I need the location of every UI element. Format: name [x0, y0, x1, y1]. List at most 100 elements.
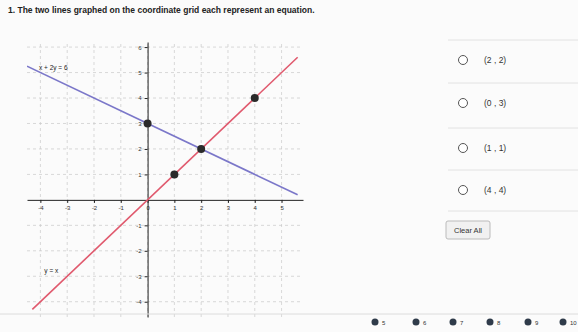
tick-label: 2 — [138, 146, 142, 152]
tick-label: 1 — [173, 205, 177, 211]
grid-line — [27, 47, 303, 48]
tick-mark — [94, 200, 95, 203]
tick-mark — [174, 200, 175, 203]
y-axis: -4 -3 -2 -1 1 2 3 4 5 6 — [136, 43, 148, 318]
tick-mark — [145, 276, 148, 277]
grid-line — [27, 301, 303, 302]
tick-label: -1 — [119, 205, 125, 211]
tick-label: 5 — [280, 205, 284, 211]
separator — [448, 40, 578, 41]
option-label[interactable]: (4 , 4) — [484, 185, 506, 195]
tick-mark — [145, 149, 148, 150]
line-label: x + 2y = 6 — [39, 64, 68, 72]
radio-button[interactable] — [459, 186, 468, 195]
line-label: y = x — [44, 267, 59, 275]
tick-label: 1 — [138, 172, 142, 178]
separator — [448, 211, 578, 212]
tick: -3 — [65, 200, 71, 211]
grid — [27, 42, 303, 317]
tick-mark — [228, 200, 229, 203]
separator — [448, 83, 578, 84]
option-label[interactable]: (1 , 1) — [484, 143, 506, 153]
page-status — [413, 319, 420, 326]
axis-line — [28, 200, 304, 201]
page-status — [372, 319, 379, 326]
page-number[interactable]: 5 — [382, 320, 386, 326]
tick-mark — [145, 302, 148, 303]
axis-line — [148, 43, 149, 318]
tick: -4 — [136, 299, 147, 305]
point — [197, 145, 205, 153]
tick-label: 3 — [138, 121, 142, 127]
point — [170, 170, 178, 178]
tick-label: 3 — [227, 205, 231, 211]
tick-label: 5 — [138, 70, 142, 76]
background — [0, 0, 578, 332]
grid-line — [27, 72, 303, 73]
grid-line — [93, 42, 94, 317]
tick-mark — [145, 251, 148, 252]
radio-button[interactable] — [459, 99, 468, 108]
page-number[interactable]: 9 — [535, 320, 539, 326]
grid-line — [27, 174, 303, 175]
grid-line — [201, 42, 202, 317]
grid-line — [281, 42, 282, 317]
tick-label: -3 — [136, 274, 142, 280]
line — [27, 66, 298, 195]
point — [251, 94, 259, 102]
grid-line — [27, 148, 303, 149]
grid-line — [27, 98, 303, 99]
grid-line — [147, 42, 148, 317]
tick: 2 — [200, 200, 204, 211]
tick-mark — [67, 200, 68, 203]
tick: -3 — [136, 274, 147, 280]
radio-button[interactable] — [459, 56, 468, 65]
tick: 2 — [138, 146, 147, 152]
clear-button-label[interactable]: Clear All — [454, 226, 482, 235]
page-number[interactable]: 8 — [497, 320, 501, 326]
tick: 6 — [138, 45, 147, 51]
page-status — [450, 319, 457, 326]
tick-label: 4 — [138, 95, 142, 101]
tick-mark — [40, 200, 41, 203]
tick-mark — [282, 200, 283, 203]
x-axis: -4-3-2-1012345 — [28, 200, 304, 211]
separator — [448, 128, 578, 129]
line-labels: x + 2y = 6 y = x — [39, 64, 68, 275]
clear-button[interactable] — [446, 221, 490, 239]
tick: 1 — [173, 200, 177, 211]
option-label[interactable]: (0 , 3) — [484, 98, 506, 108]
grid-line — [27, 250, 303, 251]
tick-label: -4 — [136, 299, 142, 305]
tick-mark — [145, 47, 148, 48]
page-status — [487, 319, 494, 326]
grid-line — [227, 42, 228, 317]
page-number[interactable]: 10 — [570, 320, 577, 326]
separator — [448, 170, 578, 171]
tick-mark — [145, 73, 148, 74]
grid-line — [120, 42, 121, 317]
page-number[interactable]: 7 — [460, 320, 464, 326]
page-status — [525, 319, 532, 326]
plot-area — [27, 57, 298, 309]
page-number[interactable]: 6 — [423, 320, 427, 326]
tick-mark — [121, 200, 122, 203]
tick-label: 6 — [138, 45, 142, 51]
grid-line — [27, 225, 303, 226]
grid-line — [174, 42, 175, 317]
grid-line — [27, 123, 303, 124]
tick-label: 4 — [254, 205, 258, 211]
tick-label: -2 — [92, 205, 98, 211]
radio-button[interactable] — [459, 144, 468, 153]
tick: -1 — [119, 200, 125, 211]
line — [32, 57, 297, 309]
tick: 4 — [138, 95, 147, 101]
tick: -1 — [136, 223, 147, 229]
tick: 1 — [138, 172, 147, 178]
tick: -2 — [92, 200, 98, 211]
option-label[interactable]: (2 , 2) — [484, 55, 506, 65]
tick-label: -3 — [65, 205, 71, 211]
tick: 4 — [254, 200, 258, 211]
tick-label: -2 — [136, 248, 142, 254]
page-status — [560, 319, 567, 326]
